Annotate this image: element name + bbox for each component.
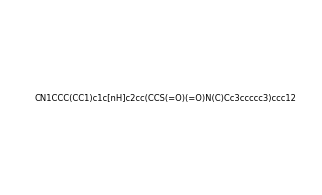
Text: CN1CCC(CC1)c1c[nH]c2cc(CCS(=O)(=O)N(C)Cc3ccccc3)ccc12: CN1CCC(CC1)c1c[nH]c2cc(CCS(=O)(=O)N(C)Cc… — [34, 94, 296, 103]
